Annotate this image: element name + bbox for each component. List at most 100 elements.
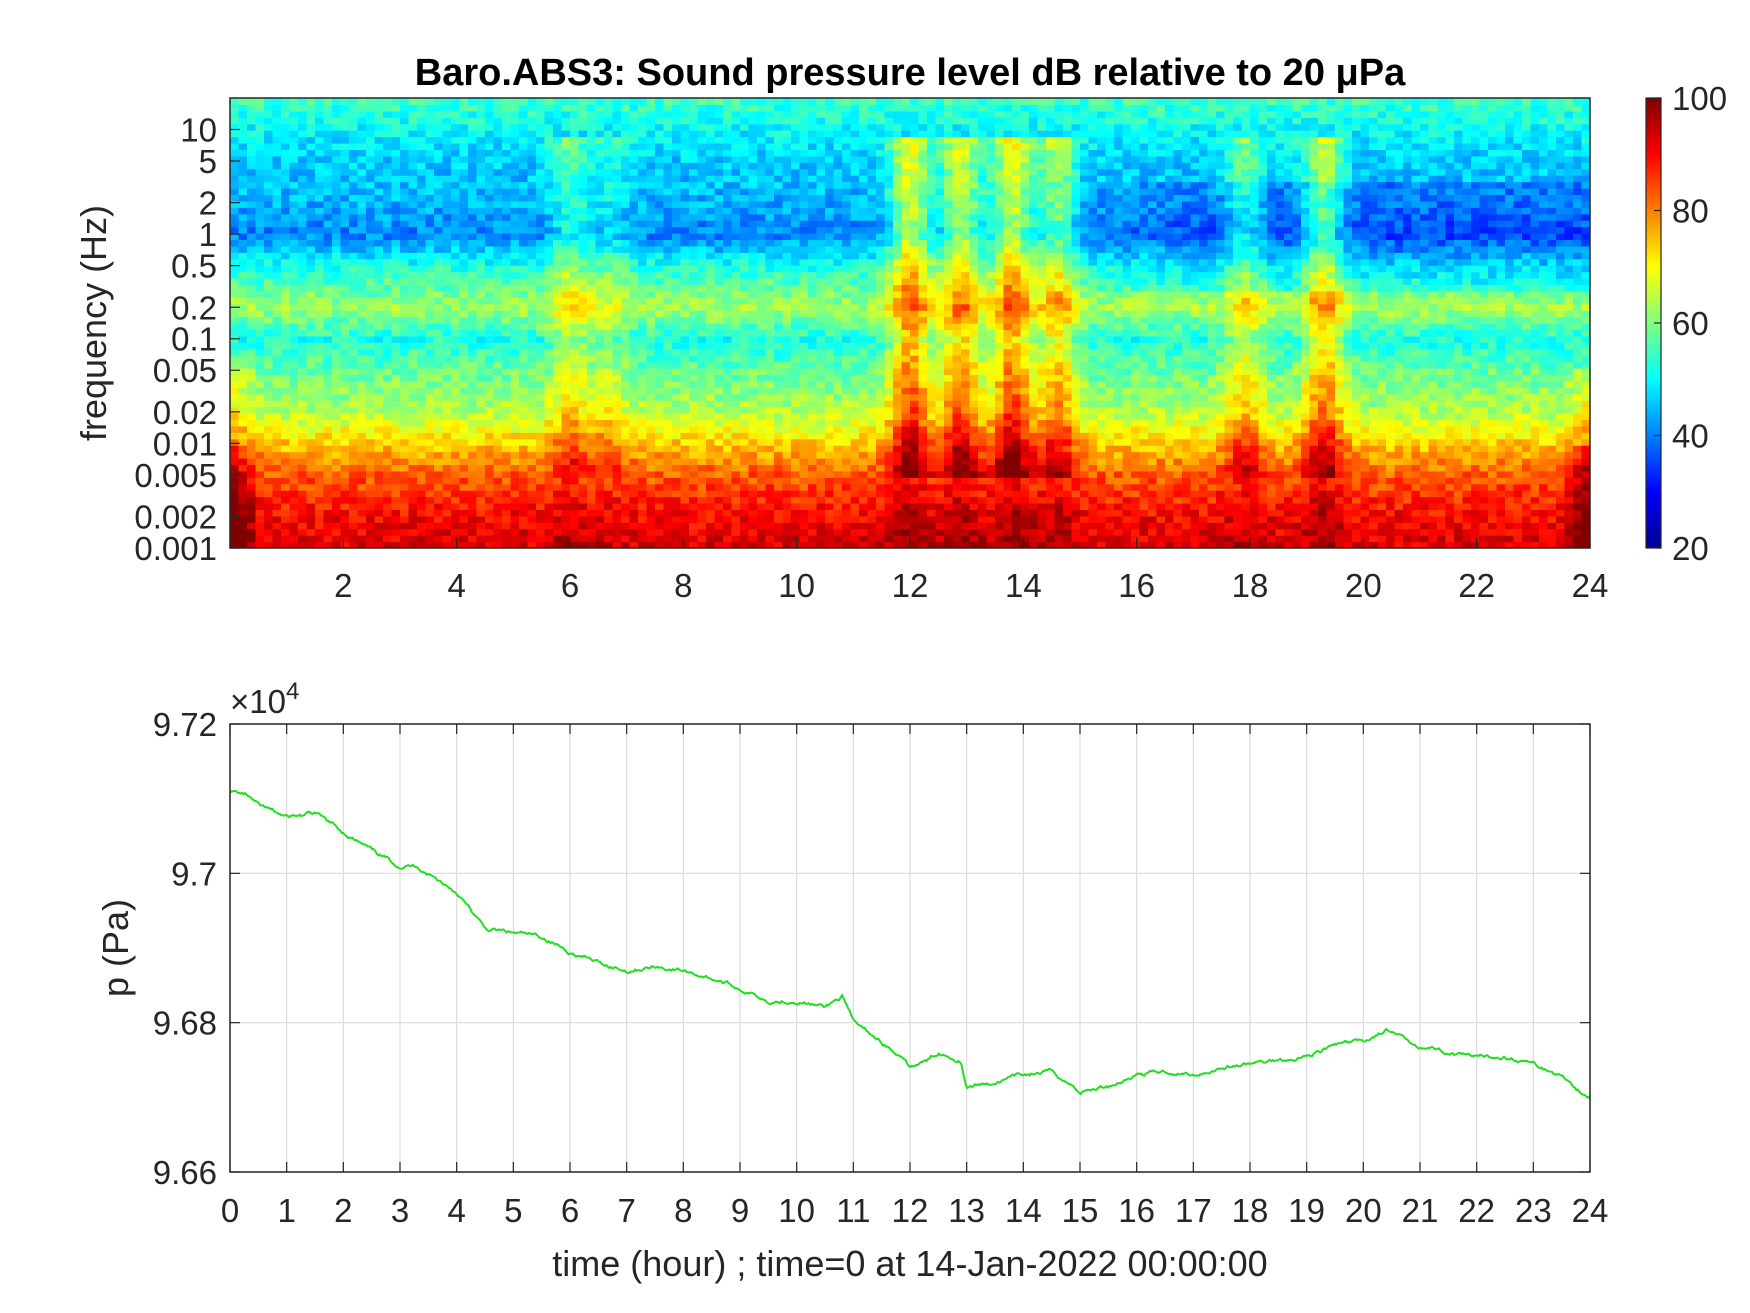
spectrogram-cell: [638, 252, 648, 260]
spectrogram-cell: [340, 342, 350, 350]
spectrogram-cell: [315, 406, 325, 414]
spectrogram-cell: [757, 265, 767, 273]
spectrogram-cell: [612, 483, 622, 491]
spectrogram-cell: [306, 188, 316, 196]
spectrogram-cell: [612, 380, 622, 388]
spectrogram-cell: [519, 181, 529, 189]
spectrogram-cell: [366, 522, 376, 530]
spectrogram-cell: [782, 297, 792, 305]
spectrogram-cell: [442, 464, 452, 472]
spectrogram-cell: [765, 265, 775, 273]
spectrogram-cell: [646, 175, 656, 183]
spectrogram-cell: [595, 387, 605, 395]
spectrogram-cell: [561, 265, 571, 273]
spectrogram-cell: [553, 168, 563, 176]
spectrogram-cell: [536, 149, 546, 157]
spectrogram-cell: [604, 310, 614, 318]
spectrogram-cell: [400, 239, 410, 247]
spectrogram-cell: [451, 155, 461, 163]
spectrogram-cell: [825, 245, 835, 253]
spectrogram-cell: [238, 387, 248, 395]
spectrogram-cell: [714, 226, 724, 234]
spectrogram-cell: [604, 419, 614, 427]
spectrogram-cell: [434, 374, 444, 382]
spectrogram-cell: [561, 348, 571, 356]
spectrogram-cell: [374, 419, 384, 427]
spectrogram-cell: [561, 245, 571, 253]
spectrogram-cell: [646, 509, 656, 517]
spectrogram-cell: [706, 361, 716, 369]
spectrogram-cell: [825, 361, 835, 369]
spectrogram-cell: [434, 149, 444, 157]
spectrogram-cell: [323, 194, 333, 202]
spectrogram-cell: [663, 239, 673, 247]
spectrogram-cell: [519, 130, 529, 138]
spectrogram-cell: [315, 503, 325, 511]
spectrogram-cell: [697, 181, 707, 189]
spectrogram-cell: [731, 419, 741, 427]
spectrogram-cell: [434, 477, 444, 485]
spectrogram-cell: [272, 528, 282, 536]
spectrogram-cell: [748, 149, 758, 157]
spectrogram-cell: [527, 162, 537, 170]
spectrogram-cell: [493, 342, 503, 350]
spectrogram-cell: [417, 117, 427, 125]
spectrogram-cell: [791, 188, 801, 196]
spectrogram-cell: [553, 432, 563, 440]
spectrogram-cell: [655, 361, 665, 369]
spectrogram-cell: [731, 149, 741, 157]
spectrogram-cell: [247, 98, 257, 106]
spectrogram-cell: [502, 155, 512, 163]
spectrogram-cell: [510, 303, 520, 311]
spectrogram-cell: [774, 393, 784, 401]
spectrogram-cell: [400, 348, 410, 356]
spectrogram-cell: [544, 258, 554, 266]
spectrogram-cell: [255, 413, 265, 421]
spectrogram-cell: [238, 290, 248, 298]
spectrogram-cell: [502, 509, 512, 517]
spectrogram-cell: [774, 265, 784, 273]
spectrogram-cell: [323, 483, 333, 491]
spectrogram-cell: [391, 175, 401, 183]
spectrogram-cell: [510, 200, 520, 208]
spectrogram-cell: [434, 329, 444, 337]
spectrogram-cell: [247, 387, 257, 395]
spectrogram-cell: [663, 258, 673, 266]
spectrogram-cell: [689, 342, 699, 350]
spectrogram-cell: [366, 149, 376, 157]
spectrogram-cell: [621, 226, 631, 234]
spectrogram-cell: [442, 220, 452, 228]
spectrogram-cell: [782, 496, 792, 504]
spectrogram-cell: [281, 252, 291, 260]
spectrogram-cell: [774, 149, 784, 157]
spectrogram-cell: [519, 316, 529, 324]
spectrogram-cell: [663, 470, 673, 478]
spectrogram-cell: [442, 438, 452, 446]
spectrogram-cell: [663, 528, 673, 536]
spectrogram-cell: [391, 464, 401, 472]
spectrogram-cell: [349, 149, 359, 157]
spectrogram-cell: [272, 98, 282, 106]
spectrogram-cell: [816, 470, 826, 478]
spectrogram-cell: [366, 162, 376, 170]
spectrogram-cell: [451, 181, 461, 189]
spectrogram-cell: [740, 522, 750, 530]
spectrogram-cell: [451, 136, 461, 144]
spectrogram-cell: [604, 200, 614, 208]
spectrogram-cell: [748, 413, 758, 421]
spectrogram-cell: [510, 284, 520, 292]
spectrogram-cell: [825, 98, 835, 106]
spectrogram-cell: [442, 541, 452, 548]
spectrogram-cell: [570, 104, 580, 112]
spectrogram-cell: [323, 477, 333, 485]
spectrogram-cell: [400, 271, 410, 279]
spectrogram-cell: [706, 162, 716, 170]
spectrogram-cell: [510, 413, 520, 421]
spectrogram-cell: [476, 451, 486, 459]
spectrogram-cell: [459, 361, 469, 369]
spectrogram-cell: [612, 451, 622, 459]
spectrogram-cell: [340, 181, 350, 189]
spectrogram-cell: [264, 98, 274, 106]
spectrogram-cell: [425, 284, 435, 292]
spectrogram-cell: [833, 419, 843, 427]
